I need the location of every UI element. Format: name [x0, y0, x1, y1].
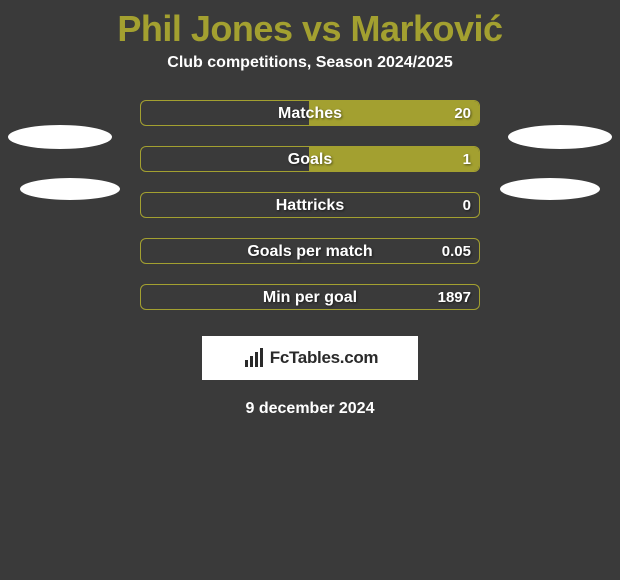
stat-label: Matches: [141, 101, 479, 126]
stat-label: Goals per match: [141, 239, 479, 264]
stat-row: Matches 20: [0, 100, 620, 146]
stat-row: Min per goal 1897: [0, 284, 620, 330]
stat-bar-track: Hattricks 0: [140, 192, 480, 218]
stat-bar-track: Matches 20: [140, 100, 480, 126]
stat-label: Min per goal: [141, 285, 479, 310]
stat-value-right: 0: [463, 193, 471, 218]
stat-row: Goals 1: [0, 146, 620, 192]
stat-bar-track: Goals per match 0.05: [140, 238, 480, 264]
stat-value-right: 1897: [438, 285, 471, 310]
page-subtitle: Club competitions, Season 2024/2025: [0, 54, 620, 100]
stat-bar-track: Min per goal 1897: [140, 284, 480, 310]
bar-chart-icon: [242, 346, 266, 370]
brand-text: FcTables.com: [270, 348, 379, 368]
comparison-card: Phil Jones vs Marković Club competitions…: [0, 0, 620, 418]
stat-bar-track: Goals 1: [140, 146, 480, 172]
stat-value-right: 20: [454, 101, 471, 126]
stat-value-right: 0.05: [442, 239, 471, 264]
date-text: 9 december 2024: [0, 400, 620, 418]
stat-row: Hattricks 0: [0, 192, 620, 238]
stat-label: Hattricks: [141, 193, 479, 218]
stat-value-right: 1: [463, 147, 471, 172]
stat-label: Goals: [141, 147, 479, 172]
stat-row: Goals per match 0.05: [0, 238, 620, 284]
page-title: Phil Jones vs Marković: [0, 0, 620, 54]
brand-badge: FcTables.com: [202, 336, 418, 380]
